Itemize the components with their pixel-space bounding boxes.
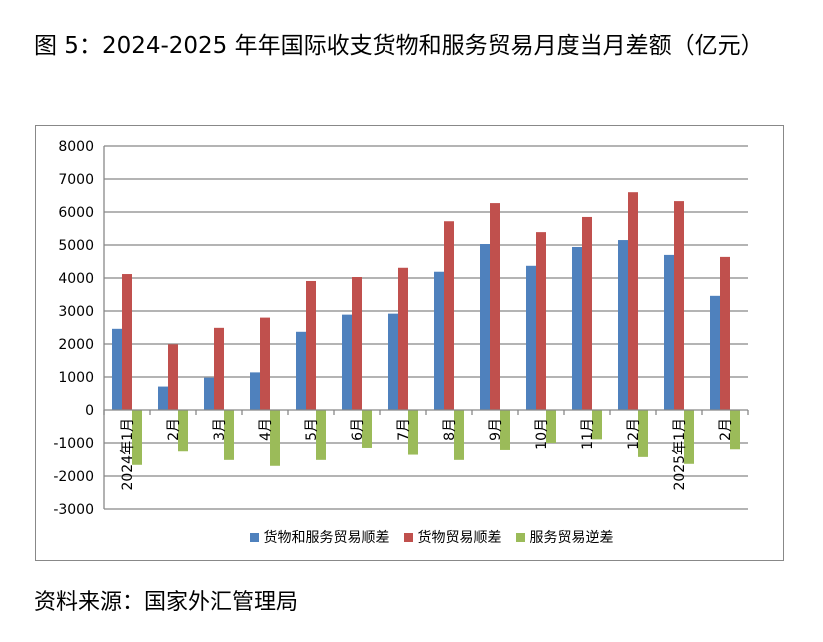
bar-2 [260, 317, 270, 410]
legend: 货物和服务贸易顺差 货物贸易顺差 服务贸易逆差 [0, 527, 823, 547]
bar-3 [178, 410, 188, 452]
chart-title: 图 5：2024-2025 年年国际收支货物和服务贸易月度当月差额（亿元） [34, 33, 764, 59]
source-note: 资料来源：国家外汇管理局 [34, 590, 299, 615]
y-tick-label: 0 [85, 403, 94, 419]
bar-1 [158, 386, 168, 410]
bar-3 [270, 410, 280, 466]
chart-frame [35, 125, 784, 561]
x-tick-label: 8月 [442, 418, 458, 441]
y-tick-label: 7000 [58, 172, 94, 188]
bar-3 [684, 410, 694, 464]
y-tick-label: -1000 [53, 436, 94, 452]
bar-1 [526, 265, 536, 410]
bar-2 [490, 203, 500, 410]
x-tick-label: 5月 [304, 418, 320, 441]
bar-1 [296, 331, 306, 410]
bar-1 [434, 271, 444, 410]
x-tick-label: 2月 [718, 418, 734, 441]
legend-swatch [249, 532, 259, 542]
bar-1 [250, 372, 260, 410]
bar-3 [592, 410, 602, 440]
bar-1 [204, 377, 214, 410]
x-tick-label: 4月 [258, 418, 274, 441]
bar-3 [224, 410, 234, 460]
legend-item: 货物和服务贸易顺差 [249, 527, 390, 547]
legend-label: 货物贸易顺差 [417, 530, 502, 546]
bar-1 [664, 254, 674, 410]
bar-3 [408, 410, 418, 455]
x-tick-label: 9月 [488, 418, 504, 441]
x-tick-label: 2024年1月 [120, 418, 136, 491]
y-tick-label: -3000 [53, 502, 94, 518]
y-tick-label: 2000 [58, 337, 94, 353]
x-tick-label: 12月 [626, 418, 642, 450]
legend-swatch [403, 532, 413, 542]
bar-3 [132, 410, 142, 465]
y-tick-label: 1000 [58, 370, 94, 386]
y-tick-label: 3000 [58, 304, 94, 320]
bar-3 [546, 410, 556, 443]
bar-3 [316, 410, 326, 460]
bar-2 [582, 216, 592, 410]
bar-2 [444, 221, 454, 410]
bar-3 [730, 410, 740, 450]
x-tick-label: 11月 [580, 418, 596, 450]
y-tick-label: -2000 [53, 469, 94, 485]
bar-2 [720, 256, 730, 410]
bar-1 [480, 244, 490, 410]
x-tick-label: 2025年1月 [672, 418, 688, 491]
x-tick-label: 3月 [212, 418, 228, 441]
bar-3 [362, 410, 372, 448]
bar-2 [536, 232, 546, 410]
bar-1 [710, 295, 720, 410]
bar-2 [168, 344, 178, 410]
bar-2 [398, 267, 408, 410]
legend-swatch [515, 532, 525, 542]
bar-2 [674, 201, 684, 410]
y-tick-label: 5000 [58, 238, 94, 254]
legend-label: 货物和服务贸易顺差 [263, 530, 390, 546]
bar-2 [628, 192, 638, 410]
x-tick-label: 2月 [166, 418, 182, 441]
bar-2 [214, 327, 224, 410]
x-tick-label: 10月 [534, 418, 550, 450]
bar-1 [572, 246, 582, 410]
y-tick-label: 8000 [58, 139, 94, 155]
bar-2 [352, 277, 362, 410]
bar-3 [638, 410, 648, 457]
legend-item: 货物贸易顺差 [403, 527, 502, 547]
y-tick-label: 4000 [58, 271, 94, 287]
bar-3 [454, 410, 464, 460]
bar-2 [306, 280, 316, 410]
bar-1 [388, 313, 398, 410]
y-tick-label: 6000 [58, 205, 94, 221]
legend-label: 服务贸易逆差 [529, 530, 614, 546]
bar-1 [112, 328, 122, 410]
bar-3 [500, 410, 510, 450]
x-tick-label: 6月 [350, 418, 366, 441]
legend-item: 服务贸易逆差 [515, 527, 614, 547]
bar-2 [122, 274, 132, 410]
bar-1 [342, 314, 352, 410]
bar-1 [618, 240, 628, 410]
x-tick-label: 7月 [396, 418, 412, 441]
